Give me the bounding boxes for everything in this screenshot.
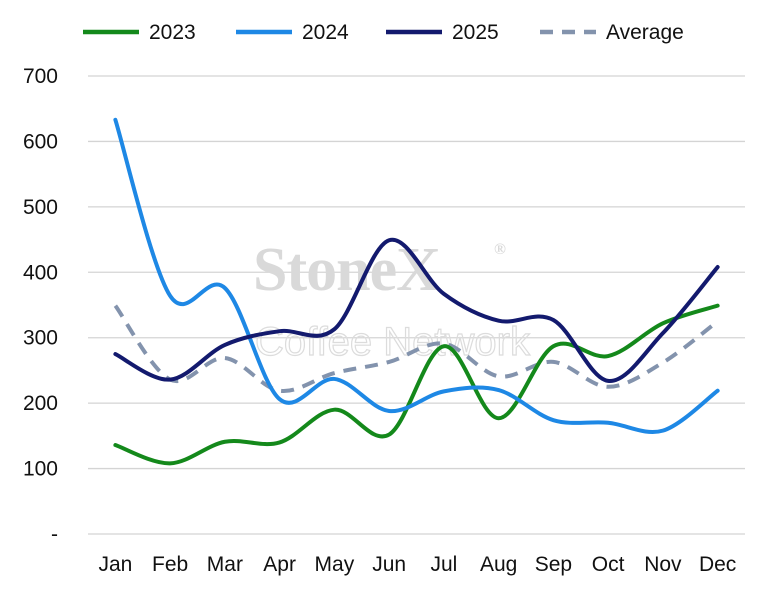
- x-tick-label: Apr: [263, 553, 296, 576]
- x-tick-label: Dec: [699, 553, 736, 576]
- series-line-average: [113, 304, 719, 393]
- legend-label: 2025: [452, 21, 499, 44]
- series-line-2023: [113, 303, 720, 466]
- legend: 2023 2024 2025 Average: [83, 21, 684, 44]
- series-lines: [113, 117, 720, 466]
- x-tick-label: May: [315, 553, 355, 576]
- watermark-brand: StoneX: [253, 236, 441, 304]
- x-axis-ticks: Jan Feb Mar Apr May Jun Jul Aug Sep Oct Nov Dec: [98, 553, 736, 576]
- y-axis-ticks: - 100 200 300 400 500 600 700: [23, 65, 58, 546]
- y-tick-label: 300: [23, 327, 58, 350]
- x-tick-label: Jun: [372, 553, 406, 576]
- y-tick-label: -: [51, 523, 58, 546]
- x-tick-label: Aug: [480, 553, 517, 576]
- watermark-subtitle: Coffee Network: [255, 320, 531, 364]
- legend-label: 2023: [149, 21, 196, 44]
- x-tick-label: Jul: [430, 553, 457, 576]
- series-line-2024: [113, 117, 720, 434]
- y-tick-label: 200: [23, 392, 58, 415]
- x-tick-label: Nov: [644, 553, 682, 576]
- x-tick-label: Mar: [207, 553, 243, 576]
- y-tick-label: 700: [23, 65, 58, 88]
- x-tick-label: Jan: [98, 553, 132, 576]
- y-tick-label: 600: [23, 130, 58, 153]
- watermark: StoneX ® Coffee Network: [253, 236, 532, 365]
- y-tick-label: 100: [23, 458, 58, 481]
- y-tick-label: 500: [23, 196, 58, 219]
- legend-label: Average: [606, 21, 684, 44]
- watermark-mark: ®: [494, 241, 506, 258]
- x-tick-label: Sep: [535, 553, 572, 576]
- y-tick-label: 400: [23, 261, 58, 284]
- x-tick-label: Oct: [592, 553, 625, 576]
- series-line-2025: [113, 237, 720, 383]
- x-tick-label: Feb: [152, 553, 188, 576]
- legend-label: 2024: [302, 21, 349, 44]
